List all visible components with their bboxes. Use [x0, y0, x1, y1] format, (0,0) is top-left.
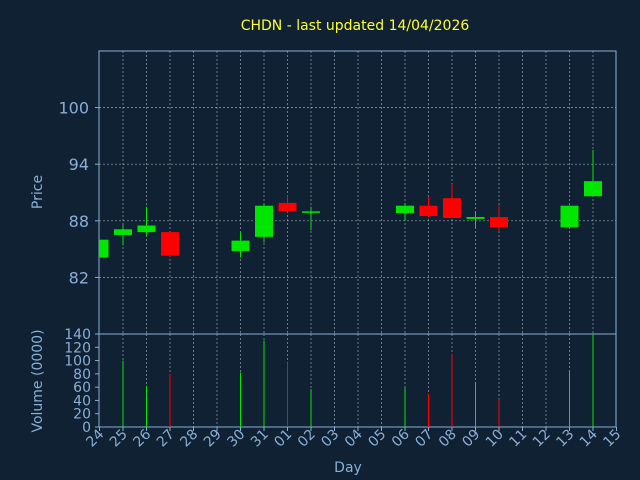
- x-tick-label: 11: [506, 427, 530, 451]
- candle-body-10: [490, 217, 508, 228]
- x-tick-label: 14: [577, 426, 601, 450]
- x-tick-label: 12: [530, 427, 554, 451]
- x-tick-label: 02: [295, 427, 319, 451]
- x-tick-label: 05: [365, 427, 389, 451]
- candle-body-02: [302, 211, 320, 213]
- volume-plot-frame: [98, 333, 617, 428]
- volume-axis-title: Volume (0000): [30, 329, 46, 432]
- price-y-ticks: 82 88 94 100: [58, 99, 99, 287]
- volume-grid: [122, 334, 594, 427]
- price-y-tick-label: 88: [69, 212, 89, 231]
- x-tick-label: 01: [271, 427, 295, 451]
- x-tick-label: 03: [318, 427, 342, 451]
- price-grid: [99, 51, 616, 334]
- x-tick-label: 25: [107, 427, 131, 451]
- price-axis-title: Price: [30, 175, 46, 209]
- candle-body-01: [278, 202, 297, 212]
- x-tick-label: 27: [154, 427, 178, 451]
- price-y-tick-label: 94: [69, 155, 89, 174]
- volume-bars-layer: [122, 334, 594, 427]
- x-tick-label: 30: [224, 427, 248, 451]
- candle-body-26: [137, 225, 156, 233]
- candle-body-07: [419, 205, 438, 217]
- candles-layer: [99, 150, 602, 258]
- x-tick-label: 04: [342, 426, 366, 450]
- price-y-tick-label: 100: [58, 99, 89, 118]
- price-y-tick-label: 82: [69, 268, 89, 287]
- x-tick-label: 08: [436, 427, 460, 451]
- candle-body-27: [161, 232, 179, 256]
- x-tick-label: 31: [248, 427, 272, 451]
- candle-body-24: [100, 239, 109, 258]
- candle-body-14: [584, 181, 602, 197]
- volume-y-tick-label: 60: [73, 380, 91, 396]
- volume-y-tick-label: 100: [64, 354, 91, 370]
- volume-y-tick-label: 20: [73, 407, 91, 423]
- candle-body-09: [466, 217, 485, 219]
- x-tick-label: 09: [459, 427, 483, 451]
- x-axis-ticks: 24 25 26 27 28 29 30 31 01 02 03 04 05 06 07 08 09 10 11 12…: [83, 426, 624, 450]
- price-plot-frame: [98, 50, 617, 335]
- volume-y-tick-label: 140: [64, 327, 91, 343]
- volume-y-tick-label: 120: [64, 340, 91, 356]
- candle-body-30: [231, 240, 250, 251]
- candle-body-08: [443, 198, 461, 218]
- chart-title: CHDN - last updated 14/04/2026: [241, 18, 470, 34]
- candle-body-06: [396, 205, 414, 214]
- x-tick-label: 29: [201, 427, 225, 451]
- x-tick-label: 06: [389, 426, 413, 450]
- x-tick-label: 28: [177, 427, 201, 451]
- volume-y-tick-label: 40: [73, 393, 91, 409]
- x-tick-label: 15: [600, 427, 624, 451]
- x-axis-title: Day: [334, 460, 362, 476]
- x-tick-label: 10: [483, 427, 507, 451]
- volume-y-tick-label: 0: [82, 420, 91, 436]
- candle-body-31: [255, 205, 273, 237]
- candle-body-13: [560, 205, 579, 228]
- x-tick-label: 26: [130, 426, 154, 450]
- x-tick-label: 07: [412, 427, 436, 451]
- volume-y-tick-label: 80: [73, 367, 91, 383]
- x-tick-label: 13: [553, 427, 577, 451]
- candle-body-25: [114, 229, 132, 235]
